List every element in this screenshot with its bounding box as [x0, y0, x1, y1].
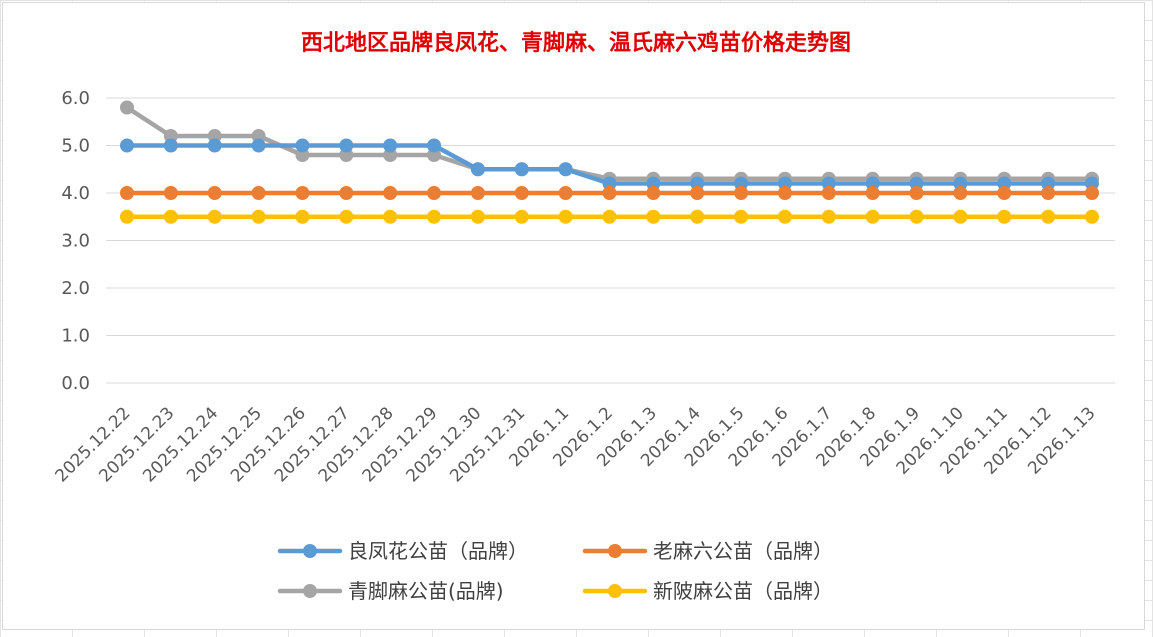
- data-point: [120, 209, 134, 224]
- y-axis-ticks: 0.0 1.0 2.0 3.0 4.0 5.0 6.0: [61, 88, 90, 394]
- y-tick-label: 0.0: [61, 373, 90, 394]
- y-tick-label: 1.0: [61, 326, 90, 347]
- y-tick-label: 5.0: [61, 136, 90, 157]
- data-point: [602, 186, 617, 200]
- data-point: [821, 186, 836, 200]
- data-point: [339, 186, 354, 200]
- data-point: [427, 138, 442, 153]
- legend-item-1[interactable]: 老麻六公苗（品牌）: [582, 539, 833, 563]
- data-point: [734, 186, 749, 200]
- y-tick-label: 2.0: [61, 278, 90, 299]
- series-2: [120, 100, 1099, 186]
- legend-marker-icon: [608, 544, 622, 558]
- y-tick-label: 3.0: [61, 231, 90, 252]
- data-point: [163, 186, 178, 200]
- data-point: [470, 209, 485, 224]
- data-point: [1041, 209, 1056, 224]
- data-point: [251, 138, 266, 153]
- data-point: [120, 100, 134, 115]
- data-point: [514, 162, 529, 177]
- legend-marker-icon: [303, 584, 317, 598]
- legend-label: 青脚麻公苗(品牌): [348, 579, 504, 603]
- data-point: [427, 209, 442, 224]
- legend-item-3[interactable]: 新陂麻公苗（品牌）: [582, 579, 833, 603]
- legend-marker-icon: [303, 544, 317, 558]
- data-point: [558, 162, 573, 177]
- data-point: [997, 209, 1012, 224]
- legend-item-0[interactable]: 良凤花公苗（品牌）: [277, 539, 528, 563]
- data-point: [646, 209, 661, 224]
- data-point: [251, 209, 266, 224]
- data-point: [1085, 186, 1099, 200]
- data-point: [690, 209, 705, 224]
- legend-label: 良凤花公苗（品牌）: [348, 539, 528, 563]
- data-point: [295, 209, 310, 224]
- data-point: [163, 209, 178, 224]
- data-point: [339, 209, 354, 224]
- data-point: [777, 209, 792, 224]
- legend: 良凤花公苗（品牌） 老麻六公苗（品牌） 青脚麻公苗(品牌) 新陂麻公苗（品牌）: [277, 539, 833, 603]
- data-point: [602, 209, 617, 224]
- data-point: [558, 209, 573, 224]
- series-0: [120, 138, 1099, 191]
- data-point: [734, 209, 749, 224]
- x-axis-ticks: 2025.12.222025.12.232025.12.242025.12.25…: [52, 403, 1100, 486]
- data-series: [120, 100, 1099, 224]
- data-point: [207, 138, 222, 153]
- data-point: [865, 209, 880, 224]
- data-point: [997, 186, 1012, 200]
- data-point: [207, 186, 222, 200]
- data-point: [295, 138, 310, 153]
- series-line-2: [124, 105, 1095, 181]
- series-1: [120, 186, 1099, 200]
- data-point: [1041, 186, 1056, 200]
- data-point: [163, 138, 178, 153]
- data-point: [909, 209, 924, 224]
- data-point: [865, 186, 880, 200]
- data-point: [207, 209, 222, 224]
- data-point: [120, 186, 134, 200]
- legend-label: 老麻六公苗（品牌）: [653, 539, 833, 563]
- legend-label: 新陂麻公苗（品牌）: [653, 579, 833, 603]
- data-point: [646, 186, 661, 200]
- data-point: [821, 209, 836, 224]
- data-point: [383, 138, 398, 153]
- legend-item-2[interactable]: 青脚麻公苗(品牌): [277, 579, 504, 603]
- data-point: [558, 186, 573, 200]
- data-point: [909, 186, 924, 200]
- data-point: [295, 186, 310, 200]
- data-point: [383, 209, 398, 224]
- data-point: [690, 186, 705, 200]
- data-point: [251, 186, 266, 200]
- chart-title: 西北地区品牌良凤花、青脚麻、温氏麻六鸡苗价格走势图: [301, 30, 851, 56]
- data-point: [383, 186, 398, 200]
- data-point: [427, 186, 442, 200]
- y-tick-label: 6.0: [61, 88, 90, 109]
- data-point: [514, 186, 529, 200]
- data-point: [777, 186, 792, 200]
- data-point: [1085, 209, 1099, 224]
- data-point: [120, 138, 134, 153]
- chart-container[interactable]: [2, 2, 1145, 630]
- data-point: [470, 162, 485, 177]
- y-tick-label: 4.0: [61, 183, 90, 204]
- series-3: [120, 209, 1099, 224]
- data-point: [953, 209, 968, 224]
- data-point: [339, 138, 354, 153]
- legend-marker-icon: [608, 584, 622, 598]
- data-point: [470, 186, 485, 200]
- data-point: [514, 209, 529, 224]
- data-point: [953, 186, 968, 200]
